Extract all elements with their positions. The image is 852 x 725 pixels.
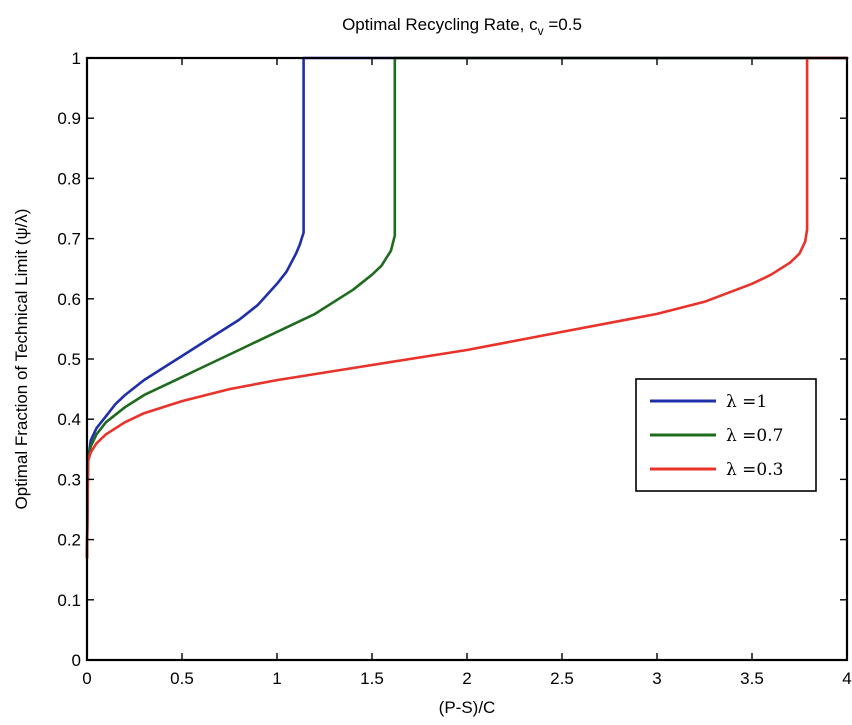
x-tick-label: 2.5 bbox=[550, 669, 574, 688]
y-tick-label: 0.1 bbox=[57, 591, 81, 610]
series-line-1 bbox=[85, 56, 849, 560]
chart-title-suffix: =0.5 bbox=[544, 15, 582, 34]
y-tick-label: 0.2 bbox=[57, 531, 81, 550]
y-tick-label: 0.6 bbox=[57, 290, 81, 309]
x-tick-label: 0 bbox=[82, 669, 91, 688]
y-tick-label: 0.3 bbox=[57, 470, 81, 489]
x-tick-label: 3.5 bbox=[740, 669, 764, 688]
x-tick-label: 1 bbox=[272, 669, 281, 688]
legend-label-1: λ =0.7 bbox=[726, 426, 783, 446]
y-tick-label: 0.4 bbox=[57, 410, 81, 429]
x-tick-label: 2 bbox=[462, 669, 471, 688]
x-axis-label: (P-S)/C bbox=[439, 698, 496, 717]
series-line-2 bbox=[85, 56, 849, 560]
legend: λ =1 λ =0.7 λ =0.3 bbox=[635, 378, 817, 492]
chart-title-subscript: v bbox=[538, 24, 544, 38]
tick-layer: 0 0.5 1 1.5 2 2.5 3 3.5 4 0 0.1 0.2 0.3 0.4 0.5 0.6 0.7 0… bbox=[57, 49, 851, 688]
y-tick-label: 0 bbox=[72, 651, 81, 670]
legend-label-2: λ =0.3 bbox=[726, 460, 783, 480]
y-tick-label: 1 bbox=[72, 49, 81, 68]
x-tick-label: 0.5 bbox=[170, 669, 194, 688]
series-line-0 bbox=[85, 56, 849, 560]
y-tick-label: 0.8 bbox=[57, 169, 81, 188]
y-tick-label: 0.7 bbox=[57, 230, 81, 249]
y-tick-label: 0.9 bbox=[57, 109, 81, 128]
x-tick-label: 4 bbox=[842, 669, 851, 688]
y-axis-label: Optimal Fraction of Technical Limit (ψ/λ… bbox=[12, 209, 31, 510]
y-tick-label: 0.5 bbox=[57, 350, 81, 369]
chart-title: Optimal Recycling Rate, cv =0.5 bbox=[342, 15, 582, 38]
x-tick-label: 3 bbox=[652, 669, 661, 688]
legend-label-0: λ =1 bbox=[726, 392, 767, 412]
series-layer bbox=[85, 56, 849, 560]
plot-area bbox=[87, 58, 847, 660]
x-tick-label: 1.5 bbox=[360, 669, 384, 688]
